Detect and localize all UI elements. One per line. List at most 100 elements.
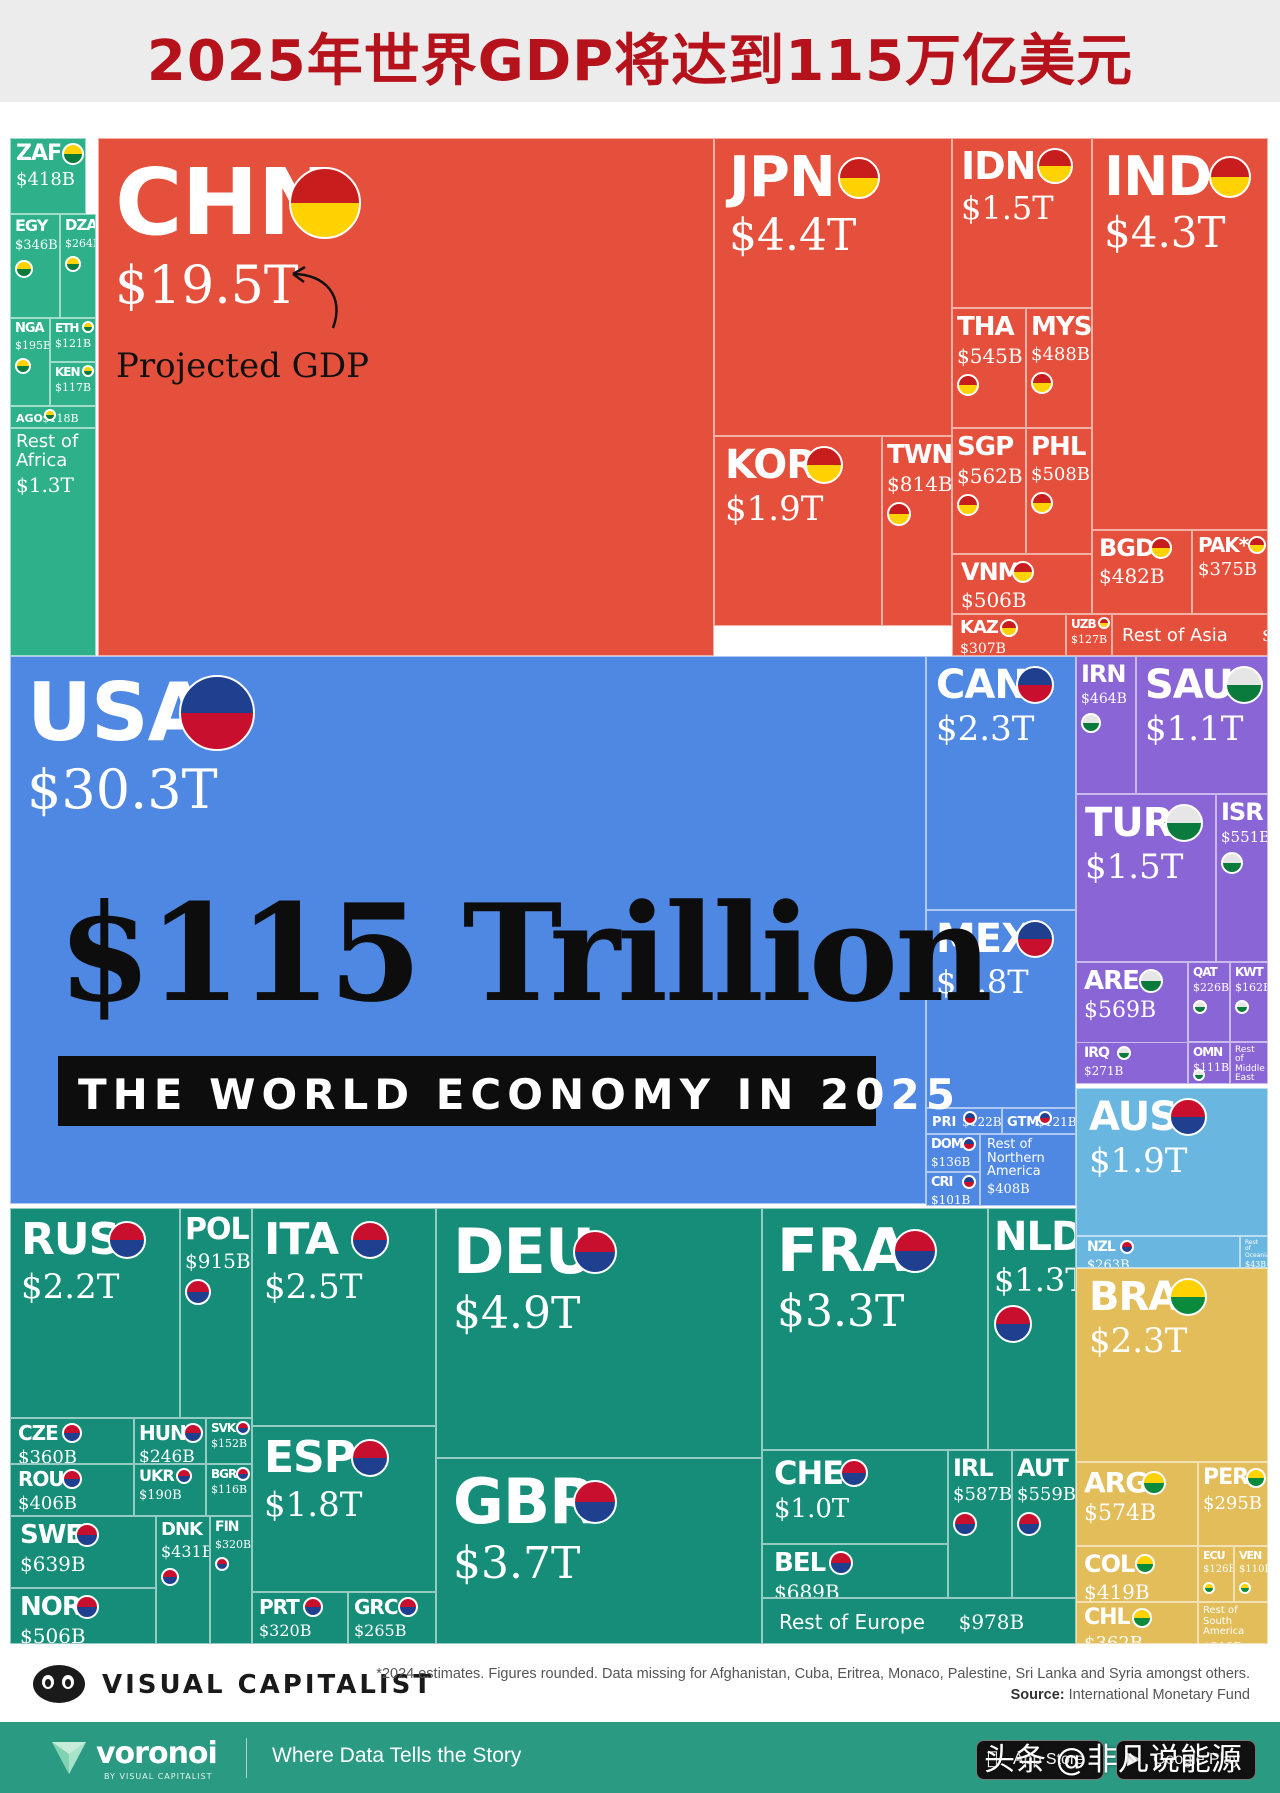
- tile-code: Rest of Asia: [1122, 625, 1228, 646]
- annotation-arrow-icon: [292, 266, 338, 329]
- tile-code: KAZ: [960, 617, 999, 638]
- tile-uzb: UZB $127B: [1066, 614, 1112, 656]
- tile-mex: MEX $1.8T: [926, 910, 1076, 1108]
- tile-col: COL $419B: [1076, 1546, 1198, 1602]
- tile-code: BEL: [774, 1548, 826, 1578]
- voronoi-by-line: BY VISUAL CAPITALIST: [104, 1772, 213, 1781]
- tile-value: $419B: [1084, 1579, 1150, 1602]
- tile-value: $915B: [185, 1249, 251, 1274]
- tile-value: $1.3T: [994, 1261, 1075, 1300]
- tile-code: NZL: [1087, 1239, 1116, 1255]
- tile-code: SGP: [957, 432, 1014, 462]
- uzbekistan-flag-icon: [1098, 617, 1110, 629]
- tile-code: Rest of Northern America: [987, 1137, 1045, 1180]
- tile-value: $689B: [774, 1580, 840, 1598]
- tile-code: AGO: [16, 412, 43, 425]
- tile-code: GRC: [354, 1595, 398, 1619]
- tile-code: DZA: [65, 216, 96, 234]
- headline-subtitle: THE WORLD ECONOMY IN 2025: [78, 1070, 961, 1119]
- tile-value: $418B: [16, 168, 76, 190]
- footnote-text: *2024 estimates. Figures rounded. Data m…: [376, 1666, 1250, 1682]
- tile-code: AUT: [1017, 1454, 1069, 1482]
- kuwait-flag-icon: [1235, 1000, 1249, 1015]
- tile-value: $569B: [1084, 998, 1157, 1024]
- usa-flag-icon: [179, 675, 255, 751]
- tile-value: $190B: [139, 1488, 182, 1504]
- tile-tha: THA $545B: [952, 308, 1026, 428]
- south-africa-flag-icon: [62, 143, 84, 165]
- philippines-flag-icon: [1031, 491, 1053, 514]
- google-play-label: Google Play: [1153, 1751, 1241, 1768]
- tile-aus: AUS $1.9T: [1076, 1088, 1268, 1236]
- tile-esp: ESP $1.8T: [252, 1426, 436, 1592]
- tile-code: MEX: [936, 916, 1032, 962]
- india-flag-icon: [1209, 156, 1252, 198]
- google-play-badge[interactable]: ▶ Google Play: [1116, 1740, 1256, 1780]
- tile-code: PAK*: [1198, 533, 1249, 557]
- tile-value: $587B: [953, 1483, 1012, 1505]
- denmark-flag-icon: [161, 1568, 179, 1587]
- iran-flag-icon: [1081, 713, 1101, 734]
- tile-code: CAN: [936, 662, 1028, 708]
- tile-code: DNK: [161, 1519, 203, 1540]
- tile-irl: IRL $587B: [948, 1450, 1012, 1598]
- tile-code: ESP: [264, 1432, 356, 1483]
- tile-value: $320B: [259, 1620, 312, 1640]
- tile-code: THA: [957, 312, 1015, 342]
- watermark-text: 头条 @非凡说能源: [984, 1742, 1242, 1778]
- tile-code: PRT: [259, 1595, 300, 1619]
- apple-icon: : [987, 1750, 998, 1768]
- portugal-flag-icon: [303, 1597, 323, 1617]
- source-line: Source: International Monetary Fund: [376, 1685, 1250, 1706]
- tile-code: IND: [1104, 145, 1212, 208]
- tile-nor: NOR $506B: [10, 1588, 156, 1644]
- tile-code: Rest of Africa: [16, 431, 79, 471]
- angola-flag-icon: [43, 409, 56, 421]
- tile-omn: OMN $111B: [1188, 1042, 1230, 1084]
- tile-code: BRA: [1089, 1274, 1179, 1320]
- source-note: *2024 estimates. Figures rounded. Data m…: [376, 1664, 1250, 1706]
- tile-value: $295B: [1203, 1492, 1263, 1514]
- sweden-flag-icon: [74, 1523, 99, 1547]
- tile-pri: PRI $122B: [926, 1108, 1002, 1134]
- tile-rest-of-middle-east: Rest of Middle East$122B: [1230, 1042, 1268, 1084]
- tile-value: $3.7T: [453, 1537, 581, 1589]
- tile-value: $574B: [1084, 1501, 1157, 1527]
- tile-code: DOM: [931, 1137, 964, 1152]
- tile-value: $19.5T: [115, 256, 299, 317]
- tile-code: FIN: [215, 1519, 239, 1535]
- tile-value: $814B: [887, 472, 952, 497]
- tile-value: $1.5T: [961, 189, 1054, 228]
- tile-ago: AGO $118B: [10, 406, 96, 428]
- tile-code: IDN: [961, 144, 1036, 188]
- tile-vnm: VNM $506B: [952, 554, 1092, 614]
- visual-capitalist-logo-icon: [33, 1665, 85, 1703]
- tile-value: $506B: [961, 587, 1027, 612]
- tile-ken: KEN $117B: [50, 362, 96, 406]
- brazil-flag-icon: [1169, 1278, 1207, 1316]
- tile-deu: DEU $4.9T: [436, 1208, 762, 1458]
- tile-bel: BEL $689B: [762, 1544, 948, 1598]
- tile-value: $418B: [1262, 627, 1267, 645]
- ecuador-flag-icon: [1203, 1581, 1215, 1594]
- russia-flag-icon: [108, 1221, 147, 1259]
- tile-code: AUS: [1089, 1094, 1178, 1140]
- tile-value: $226B: [1193, 980, 1230, 994]
- colombia-flag-icon: [1135, 1554, 1156, 1574]
- tile-rest-of-south-america: Rest of South America $218B: [1198, 1602, 1268, 1644]
- tile-value: $121B: [55, 336, 92, 350]
- tile-value: $1.3T: [16, 472, 74, 497]
- tile-code: QAT: [1193, 965, 1218, 979]
- tile-code: OMN: [1193, 1045, 1223, 1059]
- tile-svk: SVK $152B: [206, 1418, 252, 1464]
- tile-code: SWE: [20, 1520, 83, 1550]
- taiwan-flag-icon: [887, 502, 911, 527]
- tile-qat: QAT $226B: [1188, 962, 1230, 1042]
- tile-code: IRQ: [1084, 1045, 1110, 1061]
- costa-rica-flag-icon: [962, 1175, 977, 1189]
- south-korea-flag-icon: [805, 446, 843, 484]
- app-store-badge[interactable]:  App Store: [976, 1740, 1104, 1780]
- tile-value: $562B: [957, 464, 1023, 489]
- tile-code: CHL: [1084, 1605, 1131, 1630]
